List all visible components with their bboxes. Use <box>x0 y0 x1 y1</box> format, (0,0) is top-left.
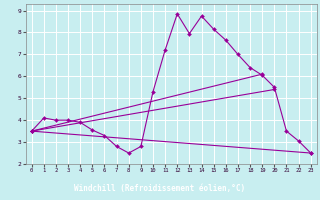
Text: Windchill (Refroidissement éolien,°C): Windchill (Refroidissement éolien,°C) <box>75 184 245 193</box>
